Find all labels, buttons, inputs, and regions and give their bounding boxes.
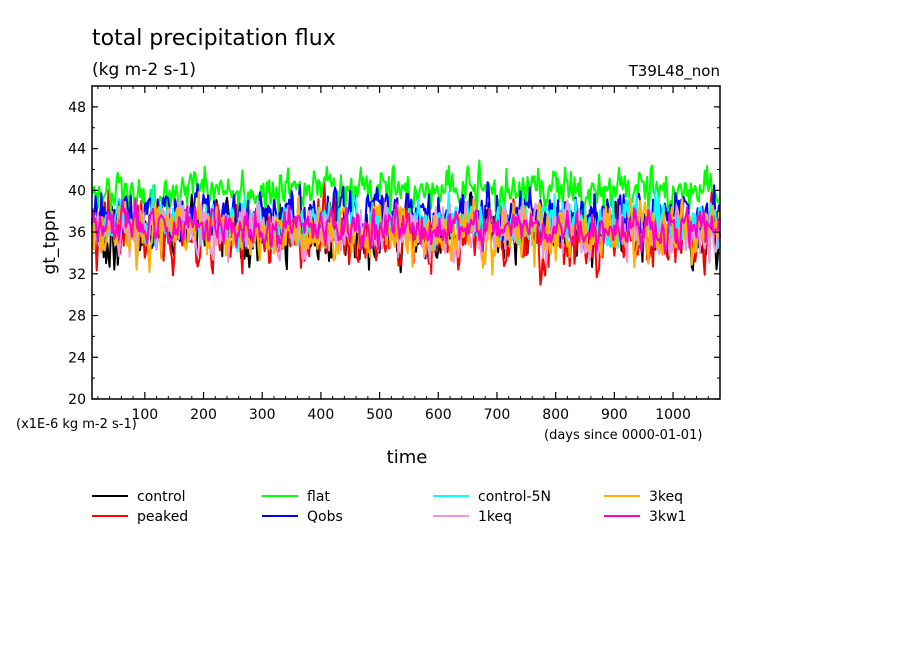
axis-ticks: 20 24 28 32 36 40 44 48 100 200 300 400 500 600 700 800…: [68, 86, 721, 423]
legend-label: 3keq: [649, 489, 683, 505]
y-tick-label: 32: [68, 267, 86, 283]
x-axis-label: time: [387, 447, 428, 468]
series-layer: [91, 159, 721, 286]
x-tick-label: 1000: [655, 407, 691, 423]
legend-label: 1keq: [478, 509, 512, 525]
y-tick-label: 20: [68, 392, 86, 408]
legend-label: control: [137, 489, 186, 505]
x-tick-label: 400: [308, 407, 335, 423]
y-tick-label: 44: [68, 142, 86, 158]
x-tick-label: 100: [131, 407, 158, 423]
legend-label: Qobs: [307, 509, 343, 525]
y-tick-label: 36: [68, 225, 86, 241]
plot-frame: [91, 85, 721, 400]
x-tick-label: 900: [601, 407, 628, 423]
x-tick-label: 800: [542, 407, 569, 423]
x-tick-label: 500: [366, 407, 393, 423]
y-axis-label: gt_tppn: [40, 210, 60, 275]
x-tick-label: 700: [484, 407, 511, 423]
x-units-note: (days since 0000-01-01): [544, 428, 702, 443]
chart-title: total precipitation flux: [92, 26, 336, 51]
experiment-label: T39L48_non: [628, 62, 720, 81]
y-tick-label: 28: [68, 309, 86, 325]
x-tick-label: 200: [190, 407, 217, 423]
y-tick-label: 24: [68, 350, 86, 366]
legend: control peaked flat Qobs control-5N 1keq 3keq 3…: [92, 489, 686, 525]
y-tick-label: 40: [68, 183, 86, 199]
series-line-6: [91, 191, 721, 276]
legend-label: peaked: [137, 509, 188, 525]
y-tick-label: 48: [68, 100, 86, 116]
legend-label: flat: [307, 489, 330, 505]
legend-label: 3kw1: [649, 509, 686, 525]
x-tick-label: 300: [249, 407, 276, 423]
chart-units: (kg m-2 s-1): [92, 60, 196, 80]
x-tick-label: 600: [425, 407, 452, 423]
series-line-3: [91, 181, 721, 251]
legend-label: control-5N: [478, 489, 551, 505]
series-line-7: [91, 198, 721, 255]
y-scale-note: (x1E-6 kg m-2 s-1): [16, 417, 137, 432]
